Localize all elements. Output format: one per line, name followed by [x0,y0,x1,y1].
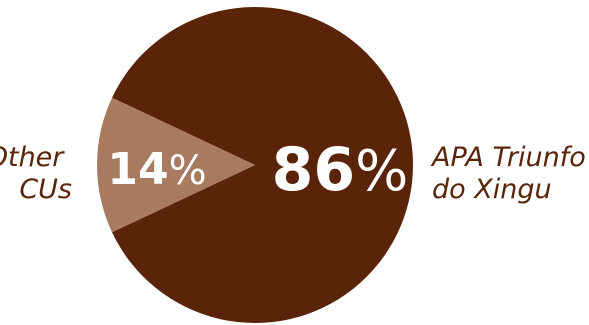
slice-value-number: 14 [107,144,168,195]
slice-value-label-apa-triunfo: 86% [272,135,409,205]
pie-slice-apa-triunfo-do-xingu [112,7,414,324]
pie-slice-other-cus [97,97,255,233]
slice-value-unit: % [355,139,408,204]
label-line: CUs [19,174,72,205]
slice-value-number: 86 [272,135,356,205]
slice-category-label-other-cus: Other CUs [0,142,72,205]
slice-value-unit: % [169,148,207,194]
pie-slices [97,7,414,324]
label-line: APA Triunfo [430,142,586,173]
slice-category-label-apa-triunfo: APA Triunfo do Xingu [430,142,589,205]
label-line: do Xingu [432,174,552,205]
label-line: Other [0,142,65,173]
slice-value-label-other-cus: 14% [107,144,206,195]
